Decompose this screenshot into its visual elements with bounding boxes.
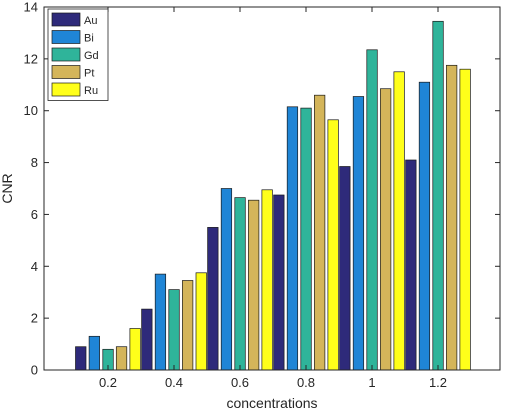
bar-au-0_8: [273, 194, 285, 371]
bar-gd-0_4: [168, 289, 180, 371]
legend: Au Bi Gd Pt Ru: [47, 8, 109, 101]
legend-label-bi: Bi: [84, 33, 94, 45]
bar-pt-1_2: [446, 64, 458, 371]
y-tick-label: 14: [24, 0, 38, 15]
y-tick-label: 0: [31, 363, 38, 378]
bar-bi-0_2: [88, 335, 100, 371]
y-tick-label: 4: [31, 259, 38, 274]
legend-swatch-bi: [51, 30, 81, 44]
bar-ru-0_6: [261, 189, 273, 371]
plot-frame: [43, 6, 501, 371]
bars-layer: [75, 20, 471, 371]
y-tick-label: 8: [31, 155, 38, 170]
y-axis-title: CNR: [0, 173, 15, 203]
x-axis-title: concentrations: [226, 395, 317, 411]
bar-gd-0_6: [234, 197, 246, 371]
x-tick-label: 0.4: [165, 375, 183, 390]
y-tick-label: 6: [31, 207, 38, 222]
bar-pt-0_8: [314, 94, 326, 371]
bar-au-1_2: [405, 159, 417, 371]
legend-label-au: Au: [84, 15, 97, 27]
bar-ru-0_2: [129, 328, 141, 371]
bar-bi-1: [352, 96, 365, 371]
bar-bi-0_8: [286, 106, 299, 371]
legend-swatch-ru: [51, 82, 81, 97]
legend-label-gd: Gd: [84, 50, 99, 62]
legend-swatch-pt: [51, 65, 81, 79]
bar-pt-1: [380, 88, 392, 371]
bar-gd-1_2: [432, 20, 444, 371]
bar-ru-1_2: [459, 68, 471, 371]
bar-gd-0_8: [300, 107, 312, 371]
bar-ru-0_8: [327, 119, 339, 371]
bar-ru-1: [393, 71, 405, 371]
ticks-layer: 0.2 0.4 0.6 0.8 1 1.2 0 2 4 6 8 10 12 14: [24, 0, 500, 390]
bar-gd-1: [366, 49, 378, 371]
bar-pt-0_6: [248, 199, 260, 371]
bar-bi-0_6: [220, 188, 233, 371]
bar-au-1: [339, 166, 351, 371]
y-tick-label: 10: [24, 103, 38, 118]
x-tick-label: 1: [368, 375, 375, 390]
x-tick-label: 0.2: [99, 375, 117, 390]
legend-label-pt: Pt: [84, 68, 94, 80]
x-tick-label: 1.2: [429, 375, 447, 390]
legend-swatch-gd: [51, 47, 81, 62]
x-tick-label: 0.6: [231, 375, 249, 390]
bar-au-0_4: [141, 308, 153, 371]
bar-pt-0_4: [182, 280, 194, 371]
bar-bi-1_2: [418, 81, 431, 371]
bar-pt-0_2: [115, 346, 128, 371]
y-tick-label: 12: [24, 51, 38, 66]
bar-au-0_6: [207, 227, 219, 371]
legend-swatch-au: [51, 12, 81, 27]
bar-bi-0_4: [154, 273, 167, 371]
x-tick-label: 0.8: [297, 375, 315, 390]
bar-ru-0_4: [195, 272, 207, 371]
bar-au-0_2: [75, 346, 87, 371]
y-tick-label: 2: [31, 311, 38, 326]
legend-label-ru: Ru: [84, 85, 98, 97]
